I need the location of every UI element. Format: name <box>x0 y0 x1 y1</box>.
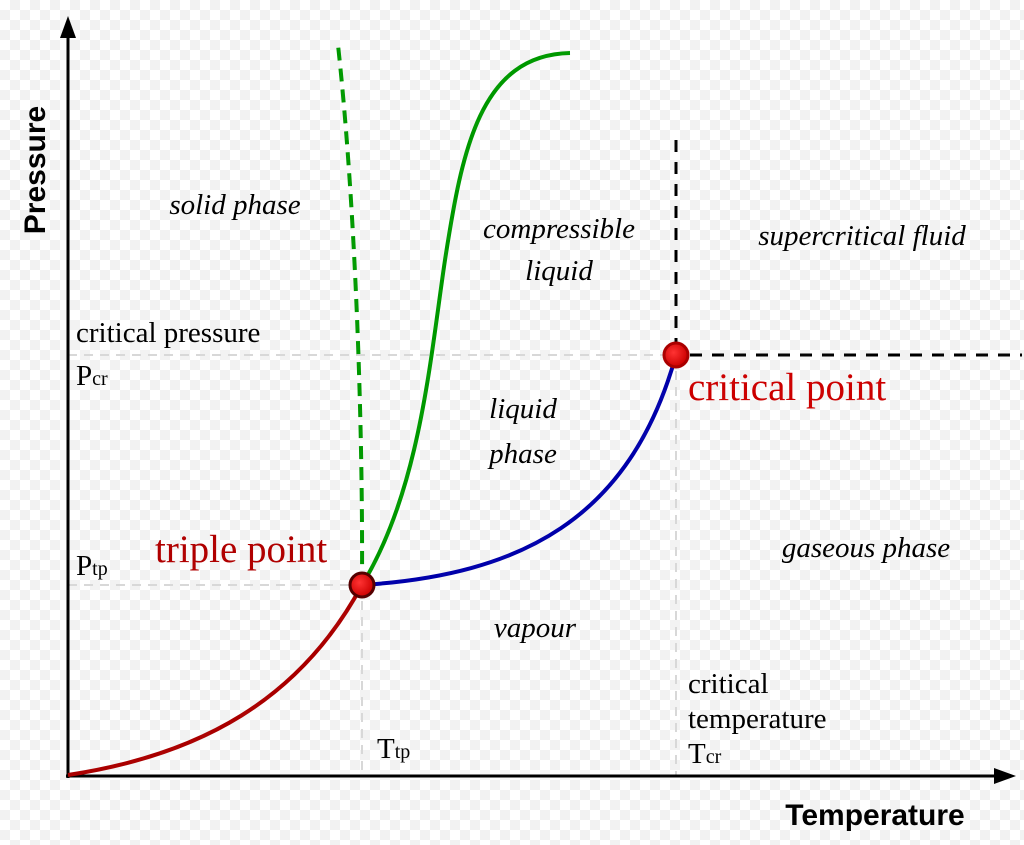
x-axis-arrowhead <box>994 768 1016 784</box>
p-tp-label: Ptp <box>76 550 108 582</box>
t-tp-subscript: tp <box>395 741 411 763</box>
critical-temperature-label-line1: critical <box>688 668 769 700</box>
t-cr-main: T <box>688 738 706 770</box>
t-cr-label: Tcr <box>688 738 722 770</box>
supercritical-fluid-label: supercritical fluid <box>758 220 966 252</box>
solid-phase-label: solid phase <box>169 189 300 221</box>
compressible-liquid-label-line2: liquid <box>525 255 593 287</box>
vaporization-curve <box>361 354 678 587</box>
critical-point-marker <box>662 341 690 369</box>
axes <box>60 16 1016 784</box>
t-cr-subscript: cr <box>706 746 722 768</box>
y-axis-arrowhead <box>60 16 76 38</box>
p-cr-subscript: cr <box>92 368 108 390</box>
liquid-phase-label-line2: phase <box>487 438 557 470</box>
sublimation-curve <box>67 584 364 777</box>
melting-curve-dashed <box>336 44 365 586</box>
liquid-phase-label-line1: liquid <box>489 393 557 425</box>
y-axis-title: Pressure <box>19 106 52 234</box>
critical-point-label: critical point <box>688 366 886 409</box>
critical-pressure-label: critical pressure <box>76 317 260 349</box>
p-tp-subscript: tp <box>92 558 108 580</box>
vapour-label: vapour <box>494 612 577 644</box>
gaseous-phase-label: gaseous phase <box>782 532 950 564</box>
critical-temperature-label-line2: temperature <box>688 703 826 735</box>
x-axis-title: Temperature <box>785 799 965 832</box>
supercritical-boundaries <box>674 140 1022 357</box>
p-tp-main: P <box>76 550 92 582</box>
t-tp-main: T <box>377 733 395 765</box>
compressible-liquid-label-line1: compressible <box>483 213 635 245</box>
p-cr-main: P <box>76 360 92 392</box>
t-tp-label: Ttp <box>377 733 410 765</box>
melting-curve <box>360 51 571 587</box>
p-cr-label: Pcr <box>76 360 108 392</box>
guide-lines <box>68 354 677 776</box>
triple-point-label: triple point <box>155 528 327 571</box>
triple-point-marker <box>348 571 376 599</box>
